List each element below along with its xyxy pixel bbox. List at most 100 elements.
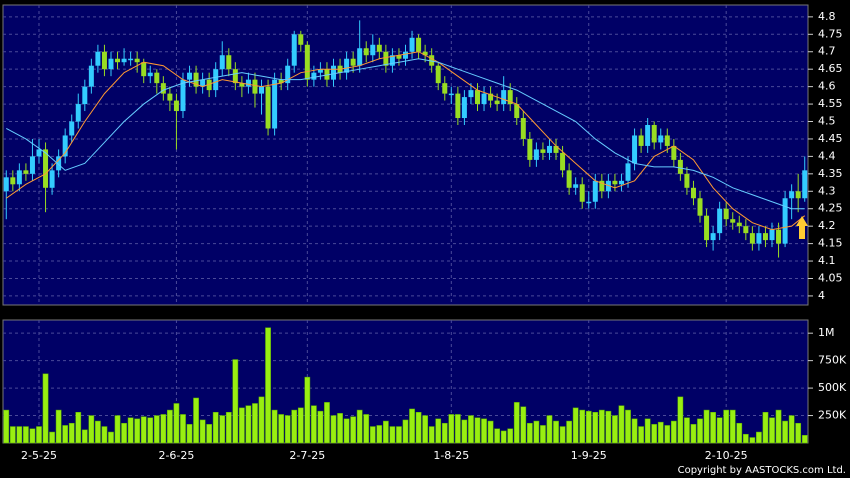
volume-bar: [180, 414, 186, 444]
candle-body: [762, 233, 768, 241]
candle-body: [141, 62, 147, 77]
candle-body: [612, 180, 618, 185]
candle-body: [488, 93, 494, 101]
candle-body: [88, 65, 94, 87]
volume-bar: [749, 437, 756, 444]
candle-body: [121, 58, 127, 63]
volume-bar: [716, 417, 723, 444]
candle-body: [350, 58, 356, 66]
candle-body: [501, 90, 507, 105]
candle-body: [239, 83, 245, 87]
plot-layer: 4 4.05 4.1 4.15 4.2 4.25 4.3 4.35 4.4 4.45 4.5 4.55…: [3, 5, 847, 462]
candle-body: [429, 55, 435, 66]
volume-bar: [441, 422, 448, 444]
volume-bar: [29, 428, 36, 444]
candle-body: [23, 170, 29, 174]
y-tick-label: 4.05: [818, 271, 843, 284]
candle-body: [481, 93, 487, 105]
volume-bar: [193, 397, 199, 444]
candle-body: [154, 72, 160, 84]
candle-body: [173, 100, 179, 112]
candle-body: [206, 79, 212, 91]
volume-bar: [311, 405, 317, 444]
volume-bar: [526, 422, 533, 444]
volume-bar: [566, 420, 572, 444]
candle-body: [638, 135, 644, 146]
volume-bar: [500, 430, 507, 444]
volume-bar: [206, 424, 213, 444]
y-tick-label: 4.5: [818, 115, 836, 128]
volume-bar: [121, 422, 127, 444]
volume-bar: [186, 424, 193, 444]
volume-bar: [605, 410, 612, 444]
moving-average-line: [5, 51, 806, 231]
volume-bar: [134, 418, 141, 444]
candle-body: [128, 58, 134, 61]
candle-body: [344, 58, 350, 73]
y-tick-label: 4.25: [818, 202, 843, 215]
candle-body: [448, 93, 454, 96]
candle-body: [193, 72, 199, 87]
candle-body: [677, 159, 683, 174]
candle-body: [291, 34, 297, 66]
candle-body: [645, 125, 651, 146]
volume-bar: [742, 433, 749, 444]
y-tick-label: 4.2: [818, 219, 836, 232]
candle-body: [664, 135, 670, 146]
candle-body: [363, 48, 369, 56]
volume-bar: [435, 418, 442, 444]
candle-body: [56, 156, 62, 171]
y-tick-label: 1M: [818, 326, 835, 339]
volume-bar: [540, 425, 546, 444]
volume-bar: [513, 402, 520, 444]
volume-bar: [598, 409, 605, 444]
volume-bar: [356, 409, 363, 444]
candle-body: [252, 79, 258, 94]
y-tick-label: 4.45: [818, 132, 843, 145]
volume-bar: [127, 417, 134, 444]
candle-body: [265, 86, 271, 129]
candle-body: [730, 219, 736, 223]
candle-body: [232, 69, 238, 84]
y-tick-label: 750K: [818, 354, 847, 367]
volume-bar: [49, 431, 55, 444]
volume-bar: [278, 414, 285, 444]
volume-bar: [546, 415, 553, 444]
arrow-marker: [796, 216, 808, 239]
candle-body: [527, 138, 533, 160]
candle-body: [29, 156, 35, 174]
candle-body: [43, 149, 49, 188]
candle-body: [651, 125, 657, 143]
y-tick-label: 4.3: [818, 184, 836, 197]
volume-bar: [638, 426, 644, 444]
volume-bar: [245, 405, 252, 444]
volume-bar: [258, 396, 265, 444]
candle-body: [723, 208, 729, 220]
candle-body: [213, 69, 219, 91]
candle-body: [3, 177, 9, 192]
volume-bar: [88, 415, 95, 444]
y-tick-label: 4.4: [818, 149, 836, 162]
candle-body: [533, 149, 539, 160]
volume-bar: [225, 412, 232, 444]
volume-bar: [533, 420, 540, 444]
volume-bar: [455, 414, 461, 444]
volume-bar: [677, 396, 684, 444]
x-tick-label: 2-5-25: [21, 449, 57, 462]
volume-bar: [625, 409, 631, 444]
volume-bar: [3, 409, 10, 444]
volume-bar: [199, 419, 206, 444]
candle-body: [658, 135, 664, 143]
volume-bar: [644, 418, 651, 444]
volume-bar: [317, 410, 324, 444]
candle-body: [49, 170, 55, 188]
volume-bar: [389, 426, 396, 444]
candle-body: [416, 37, 422, 52]
volume-bar: [265, 327, 271, 444]
volume-bar: [468, 415, 474, 444]
candle-body: [298, 34, 304, 45]
candle-body: [553, 145, 559, 153]
candle-body: [494, 100, 500, 105]
candle-body: [317, 69, 323, 73]
